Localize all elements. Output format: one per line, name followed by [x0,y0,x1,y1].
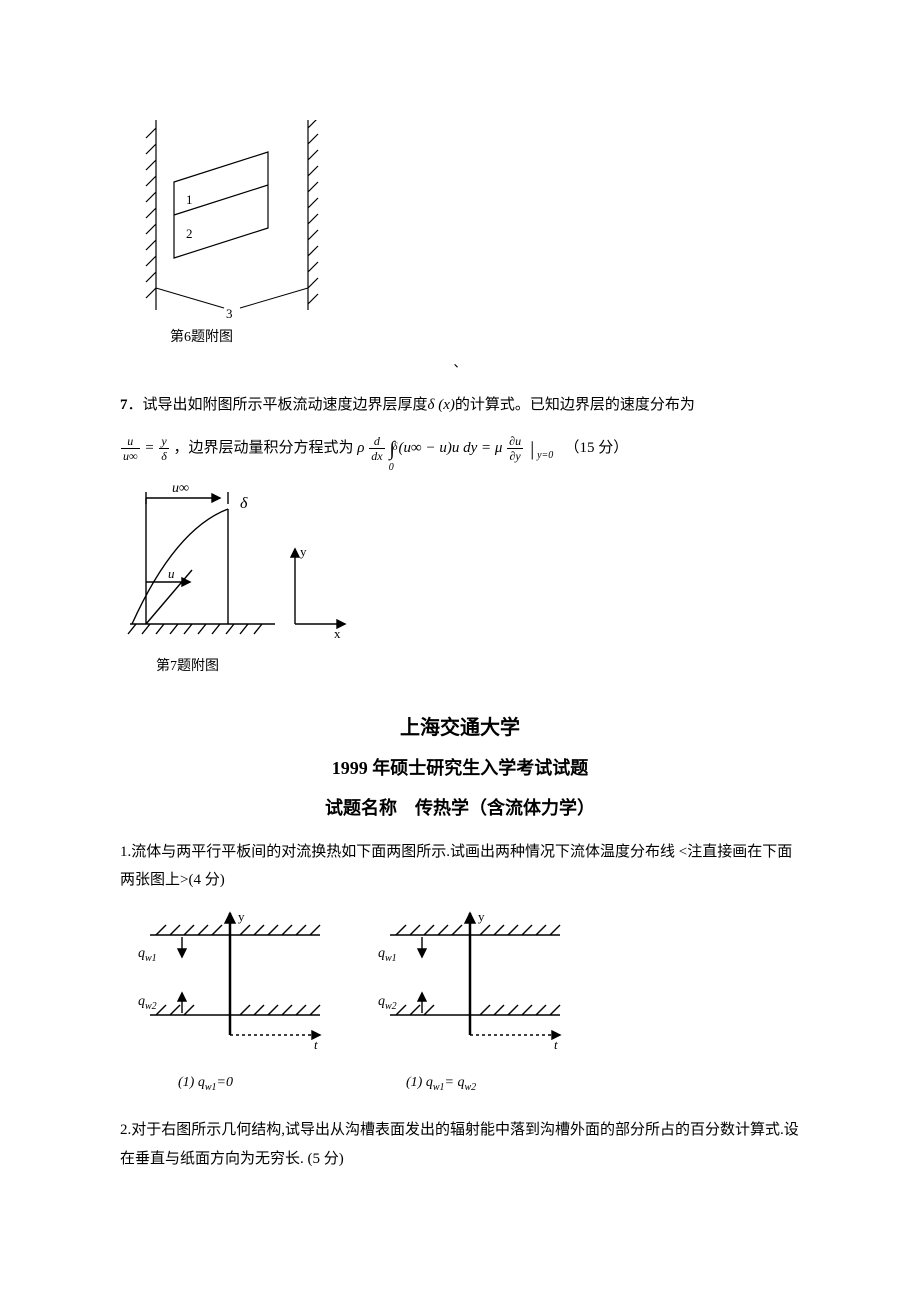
q1l-qw2: qw2 [138,994,157,1012]
q1r-qw1: qw1 [378,946,397,964]
q1r-y: y [478,909,485,924]
q1-right-caption: (1) qw1= qw2 [406,1075,570,1093]
q7-score: （15 分） [565,440,629,456]
q7-block: 7．试导出如附图所示平板流动速度边界层厚度δ (x)的计算式。已知边界层的速度分… [120,391,800,675]
fig7-y-label: y [300,544,307,559]
page: 1 2 3 第6题附图 、 7．试导出如附图所示平板流动速度边界层厚度δ (x)… [0,0,920,1213]
q1l-t: t [314,1037,318,1052]
header-year: 1999 年硕士研究生入学考试试题 [120,754,800,780]
q7-frac-ddx: d dx [369,435,384,462]
q7-int-hi: δ [393,438,398,457]
q7-bar: | [524,438,535,460]
fig6-caption: 第6题附图 [170,326,800,346]
q7-line2: u u∞ = y δ ，边界层动量积分方程式为 ρ d dx ∫δ0 (u∞ −… [120,430,800,468]
q7-text-c: ，边界层动量积分方程式为 [174,440,358,456]
fig6-label-3: 3 [226,306,233,320]
q7-frac-yd-den: δ [159,449,169,462]
header-topic: 试题名称 传热学（含流体力学） [120,794,800,820]
stray-mark: 、 [120,352,800,371]
q7-num: 7 [120,397,128,413]
fig7-uinf-label: u∞ [172,481,189,496]
q7-frac-uuinf-den: u∞ [121,449,140,462]
fig7-caption: 第7题附图 [156,655,800,675]
fig7-svg: u∞ δ u y x [120,474,350,649]
q7-text-b: 的计算式。已知边界层的速度分布为 [455,397,695,413]
q7-frac-yd: y δ [159,435,169,462]
q7-rho: ρ [357,440,364,456]
q7-frac-dudy-num: ∂u [507,435,523,449]
q2-text: 2.对于右图所示几何结构,试导出从沟槽表面发出的辐射能中落到沟槽外面的部分所占的… [120,1116,800,1173]
fig6-label-1: 1 [186,192,193,207]
q7-delta-x: δ (x) [428,397,455,413]
fig7-x-label: x [334,626,341,641]
q7-frac-dudy: ∂u ∂y [507,435,523,462]
q1-fig-left: y t qw1 qw2 (1) qw1=0 [120,905,330,1093]
q1l-y: y [238,909,245,924]
fig6-label-2: 2 [186,226,193,241]
q7-frac-uuinf: u u∞ [121,435,140,462]
q7-int-lo: 0 [389,458,394,477]
q1-fig-right: y t qw1 qw2 (1) qw1= qw2 [360,905,570,1093]
q1r-t: t [554,1037,558,1052]
fig6-svg: 1 2 3 [120,120,330,320]
q1-left-caption: (1) qw1=0 [178,1075,330,1093]
q7-frac-ddx-num: d [369,435,384,449]
fig6-container: 1 2 3 第6题附图 [120,120,800,346]
q7-line1: 7．试导出如附图所示平板流动速度边界层厚度δ (x)的计算式。已知边界层的速度分… [120,391,800,420]
q7-frac-dudy-den: ∂y [507,449,523,462]
q7-text-a: ．试导出如附图所示平板流动速度边界层厚度 [128,397,428,413]
q1r-qw2: qw2 [378,994,397,1012]
q7-eq-mid1: = [144,440,158,456]
header-university: 上海交通大学 [120,711,800,740]
q1l-qw1: qw1 [138,946,157,964]
q7-int-body: (u∞ − u)u dy = μ [399,440,503,456]
q1-fig-right-svg: y t qw1 qw2 [360,905,570,1075]
q1-text: 1.流体与两平行平板间的对流换热如下面两图所示.试画出两种情况下流体温度分布线 … [120,838,800,895]
q7-y0: y=0 [535,450,554,461]
q7-frac-ddx-den: dx [369,449,384,462]
q7-frac-uuinf-num: u [121,435,140,449]
q7-frac-yd-num: y [159,435,169,449]
fig7-delta-label: δ [240,495,248,512]
fig7-u-label: u [168,566,175,581]
q1-figures: y t qw1 qw2 (1) qw1=0 [120,905,800,1093]
fig7-container: u∞ δ u y x 第7题附图 [120,474,800,675]
q1-fig-left-svg: y t qw1 qw2 [120,905,330,1075]
